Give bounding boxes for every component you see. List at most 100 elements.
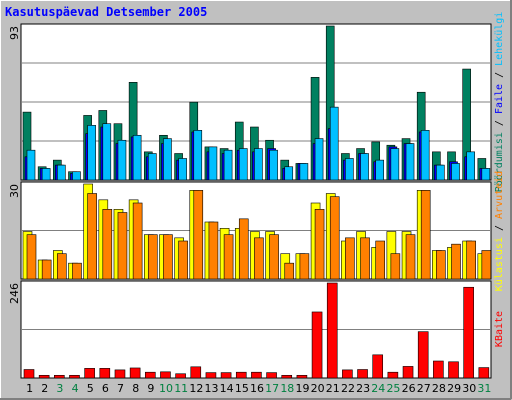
top-bar-lehekülgi-10: [163, 138, 172, 181]
bottom-bar-kbaite-25: [387, 371, 399, 379]
top-bar-lehekülgi-25: [390, 148, 400, 181]
middle-bar-arvuteid-1: [26, 234, 37, 280]
bottom-bar-kbaite-9: [144, 371, 156, 379]
bottom-bar-kbaite-12: [190, 366, 202, 379]
x-tick-label-24: 24: [371, 382, 385, 395]
middle-bar-arvuteid-10: [163, 234, 173, 280]
right-legend-labels: Pöördumisi / Faile / LehekülgiKülastusi …: [494, 12, 505, 347]
x-tick-label-1: 1: [26, 382, 33, 395]
middle-bar-arvuteid-26: [405, 234, 416, 280]
right-label-bottom: KBaite: [494, 311, 505, 347]
middle-bar-arvuteid-5: [87, 193, 97, 280]
middle-bar-arvuteid-25: [390, 253, 401, 280]
middle-bar-arvuteid-15: [238, 218, 249, 280]
middle-bar-arvuteid-16: [254, 237, 264, 280]
right-label-top-part-3: /: [494, 66, 505, 84]
bottom-bar-kbaite-15: [235, 371, 247, 379]
top-bar-lehekülgi-9: [147, 153, 157, 181]
middle-ymax-label: 30: [8, 184, 21, 198]
top-bar-lehekülgi-13: [208, 146, 218, 181]
top-bar-lehekülgi-16: [254, 148, 263, 181]
x-tick-label-25: 25: [386, 382, 400, 395]
middle-bar-arvuteid-6: [102, 209, 113, 280]
x-tick-label-17: 17: [265, 382, 279, 395]
middle-bar-arvuteid-19: [299, 253, 310, 280]
x-tick-label-30: 30: [462, 382, 476, 395]
middle-bar-arvuteid-28: [436, 250, 446, 280]
bottom-bar-kbaite-10: [160, 371, 171, 379]
x-tick-label-8: 8: [132, 382, 139, 395]
bottom-bar-kbaite-20: [311, 311, 323, 379]
right-label-middle: Külastusi / Arvuteid: [494, 171, 505, 291]
bottom-bar-kbaite-22: [342, 369, 353, 379]
x-tick-label-3: 3: [56, 382, 63, 395]
right-label-top-part-2: Faile: [494, 84, 505, 114]
right-label-middle-part-1: /: [494, 219, 505, 237]
top-bar-lehekülgi-2: [41, 168, 51, 181]
x-tick-label-28: 28: [432, 382, 446, 395]
middle-bar-arvuteid-7: [117, 212, 128, 280]
top-bar-lehekülgi-8: [132, 134, 142, 181]
top-bar-lehekülgi-4: [72, 171, 81, 181]
x-tick-label-27: 27: [417, 382, 431, 395]
bottom-bar-kbaite-19: [296, 374, 308, 379]
right-label-middle-part-0: Külastusi: [494, 237, 505, 291]
bottom-bar-kbaite-13: [205, 372, 217, 379]
bottom-bar-kbaite-24: [372, 354, 384, 379]
top-bar-lehekülgi-1: [26, 149, 36, 181]
x-tick-label-11: 11: [174, 382, 188, 395]
x-tick-label-14: 14: [220, 382, 234, 395]
bottom-bar-kbaite-8: [129, 367, 141, 379]
middle-bar-arvuteid-11: [178, 240, 188, 280]
chart-title: Kasutuspäevad Detsember 2005: [5, 5, 207, 19]
bottom-bar-kbaite-14: [220, 372, 232, 379]
top-bar-lehekülgi-11: [178, 158, 187, 181]
x-tick-label-9: 9: [147, 382, 154, 395]
bottom-bar-kbaite-26: [402, 366, 414, 379]
x-axis-labels: 1 2 3 4 5 6 7 8 9 10 11 12 13 14 15 16 17 18 19 20 21 22 23 24 2…: [26, 382, 491, 395]
x-tick-label-16: 16: [250, 382, 264, 395]
middle-bar-arvuteid-13: [208, 221, 219, 280]
middle-bar-arvuteid-21: [329, 196, 340, 280]
x-tick-label-6: 6: [102, 382, 109, 395]
top-bar-lehekülgi-24: [375, 159, 385, 181]
bottom-bar-kbaite-4: [69, 374, 80, 379]
bottom-bar-kbaite-1: [23, 369, 35, 379]
middle-bar-arvuteid-4: [72, 262, 82, 280]
middle-bar-arvuteid-14: [223, 234, 234, 280]
bottom-bar-kbaite-28: [433, 360, 444, 379]
top-bar-lehekülgi-22: [345, 158, 354, 181]
top-bar-lehekülgi-15: [238, 148, 248, 181]
x-tick-label-7: 7: [117, 382, 124, 395]
top-bar-lehekülgi-19: [299, 163, 309, 181]
top-bar-lehekülgi-14: [223, 149, 233, 181]
middle-bar-arvuteid-2: [41, 259, 52, 280]
middle-bar-arvuteid-3: [57, 253, 67, 280]
bottom-bar-kbaite-3: [54, 374, 65, 379]
right-label-top-part-4: Lehekülgi: [494, 12, 505, 66]
x-tick-label-21: 21: [326, 382, 340, 395]
middle-bar-arvuteid-27: [420, 190, 431, 280]
x-tick-label-26: 26: [402, 382, 416, 395]
bottom-bar-kbaite-27: [417, 331, 429, 379]
top-bar-lehekülgi-7: [117, 139, 127, 181]
middle-bar-arvuteid-23: [360, 237, 370, 280]
middle-panel: 30: [8, 181, 492, 280]
middle-bar-arvuteid-22: [345, 237, 355, 280]
bottom-bar-kbaite-30: [463, 286, 474, 379]
bottom-ymax-label: 246: [8, 283, 21, 304]
middle-bar-arvuteid-29: [451, 243, 461, 280]
x-tick-label-22: 22: [341, 382, 355, 395]
top-bar-lehekülgi-20: [314, 138, 324, 181]
middle-bar-arvuteid-24: [375, 240, 386, 280]
x-tick-label-31: 31: [477, 382, 491, 395]
middle-bar-arvuteid-8: [132, 202, 143, 280]
bottom-bar-kbaite-31: [478, 367, 490, 379]
top-bar-lehekülgi-17: [269, 149, 278, 181]
middle-bar-arvuteid-20: [314, 209, 325, 280]
top-ymax-label: 93: [8, 26, 21, 40]
x-tick-label-5: 5: [87, 382, 94, 395]
bottom-bar-kbaite-7: [114, 369, 126, 379]
middle-bar-arvuteid-12: [193, 190, 204, 280]
